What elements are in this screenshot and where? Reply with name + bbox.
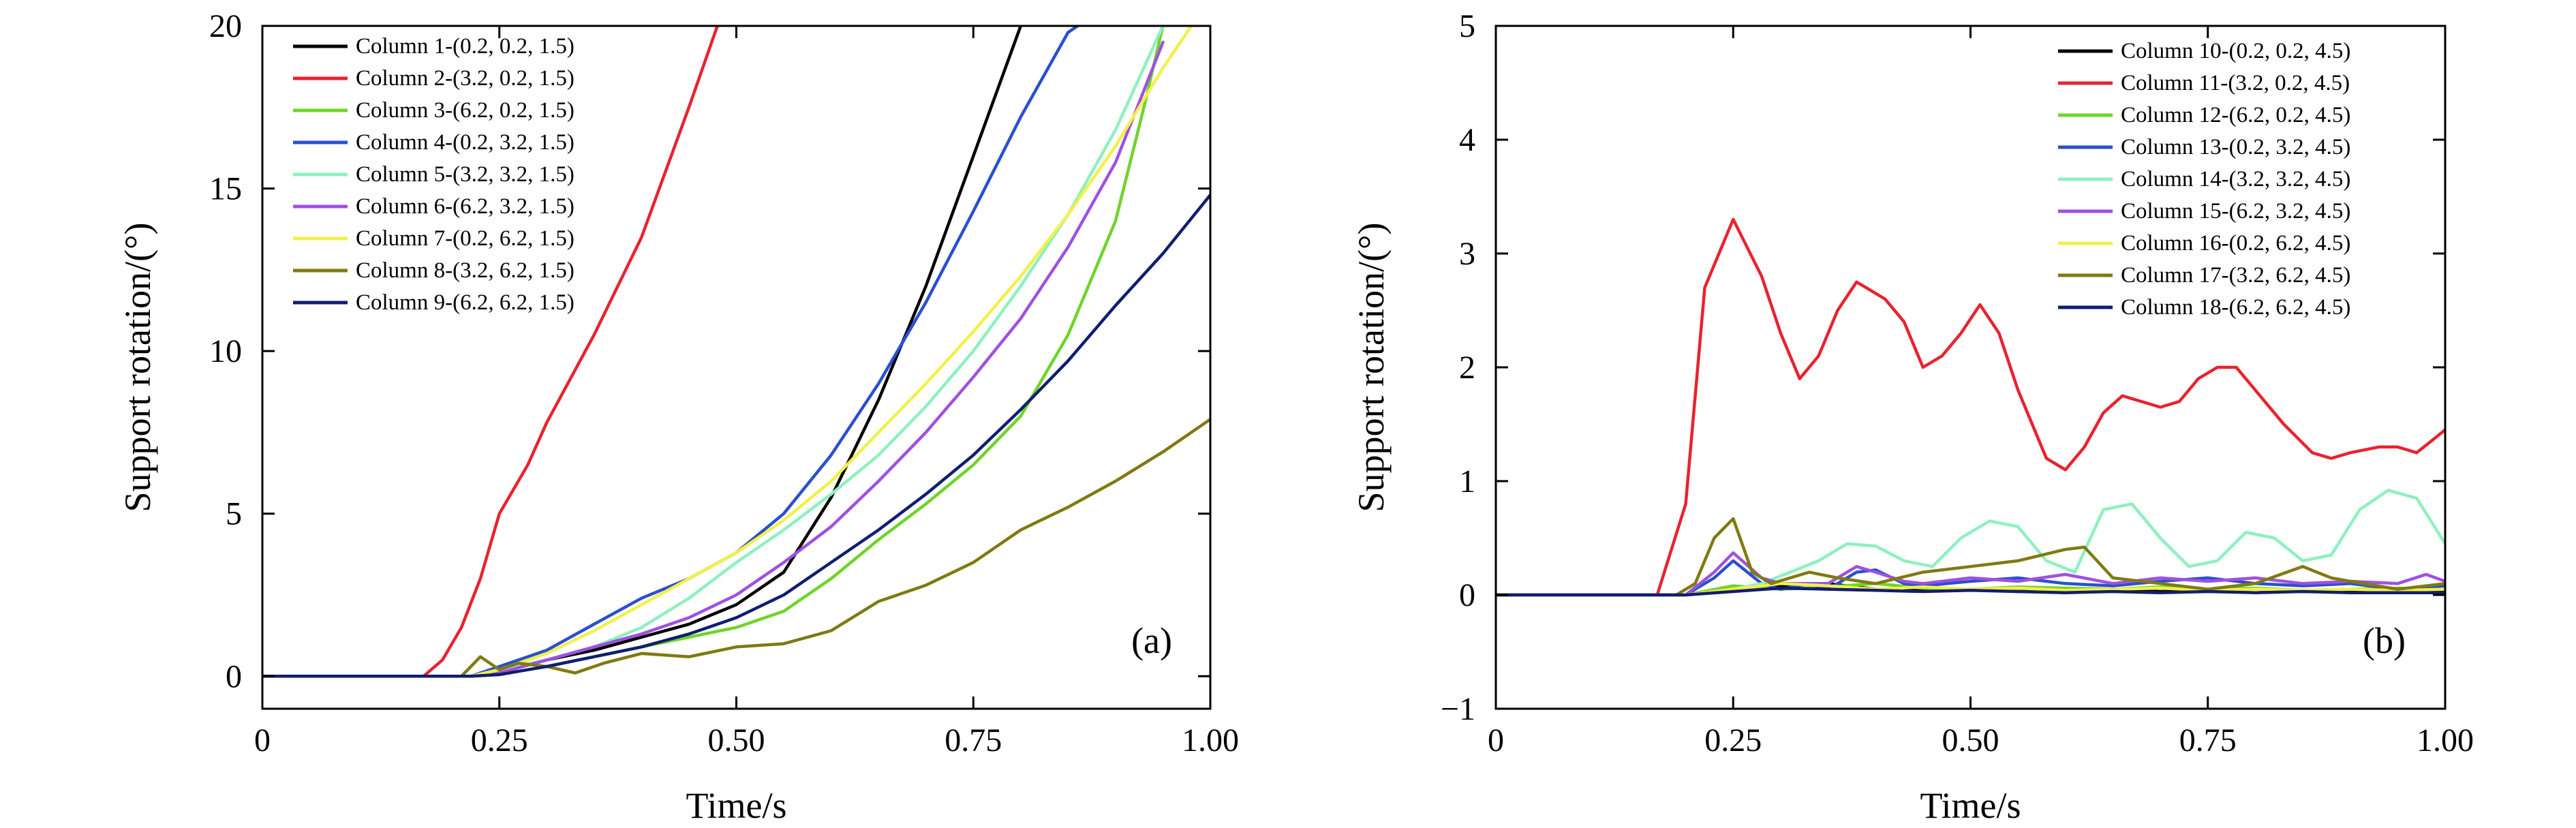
x-tick-label: 0.25 [471,722,528,758]
chart-panel-1: 0 0.25 0.50 0.75 1.00 −1 0 1 2 3 4 5 Time/s Support r… [1351,8,2474,826]
series-line-4 [262,26,1079,678]
x-axis-label: Time/s [686,785,786,826]
legend-entry-1: Column 10-(0.2, 0.2, 4.5) [2121,39,2350,63]
series-line-2 [1496,217,2445,597]
x-tick-label: 0.50 [708,722,765,758]
y-tick-label: 4 [1459,122,1475,158]
x-tick-label: 0.25 [1704,722,1762,758]
x-tick-label: 1.00 [1182,722,1239,758]
x-tick-label: 0.75 [2179,722,2237,758]
series-line-1 [262,26,1023,678]
legend-entry-8: Column 17-(3.2, 6.2, 4.5) [2121,263,2350,288]
y-tick-label: −1 [1441,691,1475,727]
legend-entry-5: Column 14-(3.2, 3.2, 4.5) [2121,167,2350,191]
y-tick-label: 0 [1459,577,1475,613]
x-axis-label: Time/s [1920,785,2021,826]
y-axis-label: Support rotation/(°) [117,222,158,512]
legend-entry-2: Column 2-(3.2, 0.2, 1.5) [356,66,574,91]
legend-entry-3: Column 12-(6.2, 0.2, 4.5) [2121,103,2350,127]
legend-entry-6: Column 15-(6.2, 3.2, 4.5) [2121,199,2350,224]
panel-label: (a) [1131,620,1172,661]
legend-entry-4: Column 4-(0.2, 3.2, 1.5) [356,130,574,155]
y-tick-label: 20 [209,8,242,44]
legend-entry-4: Column 13-(0.2, 3.2, 4.5) [2121,135,2350,159]
chart-panel-0: 0 0.25 0.50 0.75 1.00 0 5 10 15 20 Time/s Support r… [117,8,1239,826]
y-tick-label: 5 [226,496,242,532]
legend-entry-9: Column 18-(6.2, 6.2, 4.5) [2121,295,2350,320]
legend: Column 10-(0.2, 0.2, 4.5) Column 11-(3.2,… [2058,39,2350,320]
series-group [1496,217,2445,597]
legend-entry-3: Column 3-(6.2, 0.2, 1.5) [356,98,574,123]
x-tick-label: 0 [1488,722,1504,758]
y-axis-label: Support rotation/(°) [1351,222,1392,512]
x-tick-label: 0 [254,722,271,758]
series-line-5 [262,26,1165,678]
panel-label: (b) [2363,620,2406,661]
legend: Column 1-(0.2, 0.2, 1.5) Column 2-(3.2, 0… [293,34,574,315]
y-tick-label: 15 [209,171,242,207]
legend-entry-7: Column 7-(0.2, 6.2, 1.5) [356,226,574,251]
series-line-9 [1496,586,2445,597]
legend-entry-8: Column 8-(3.2, 6.2, 1.5) [356,258,574,283]
legend-entry-9: Column 9-(6.2, 6.2, 1.5) [356,290,574,315]
y-tick-label: 0 [226,658,242,694]
y-tick-label: 10 [209,333,242,369]
series-line-8 [1496,517,2445,597]
series-line-2 [262,26,719,678]
series-line-5 [1496,489,2445,597]
legend-entry-1: Column 1-(0.2, 0.2, 1.5) [356,34,574,59]
x-tick-label: 0.50 [1942,722,1999,758]
series-line-7 [262,26,1193,678]
legend-entry-2: Column 11-(3.2, 0.2, 4.5) [2121,71,2350,95]
series-group [262,26,1210,678]
legend-entry-5: Column 5-(3.2, 3.2, 1.5) [356,162,574,187]
series-line-9 [262,193,1210,678]
y-tick-label: 2 [1459,350,1475,386]
series-line-8 [262,418,1210,678]
legend-entry-7: Column 16-(0.2, 6.2, 4.5) [2121,231,2350,256]
plot-frame [1494,25,2447,710]
x-tick-label: 0.75 [945,722,1002,758]
legend-entry-6: Column 6-(6.2, 3.2, 1.5) [356,194,574,219]
y-tick-label: 1 [1459,463,1475,500]
x-tick-label: 1.00 [2417,722,2474,758]
y-tick-label: 5 [1459,8,1475,44]
y-tick-label: 3 [1459,236,1475,272]
